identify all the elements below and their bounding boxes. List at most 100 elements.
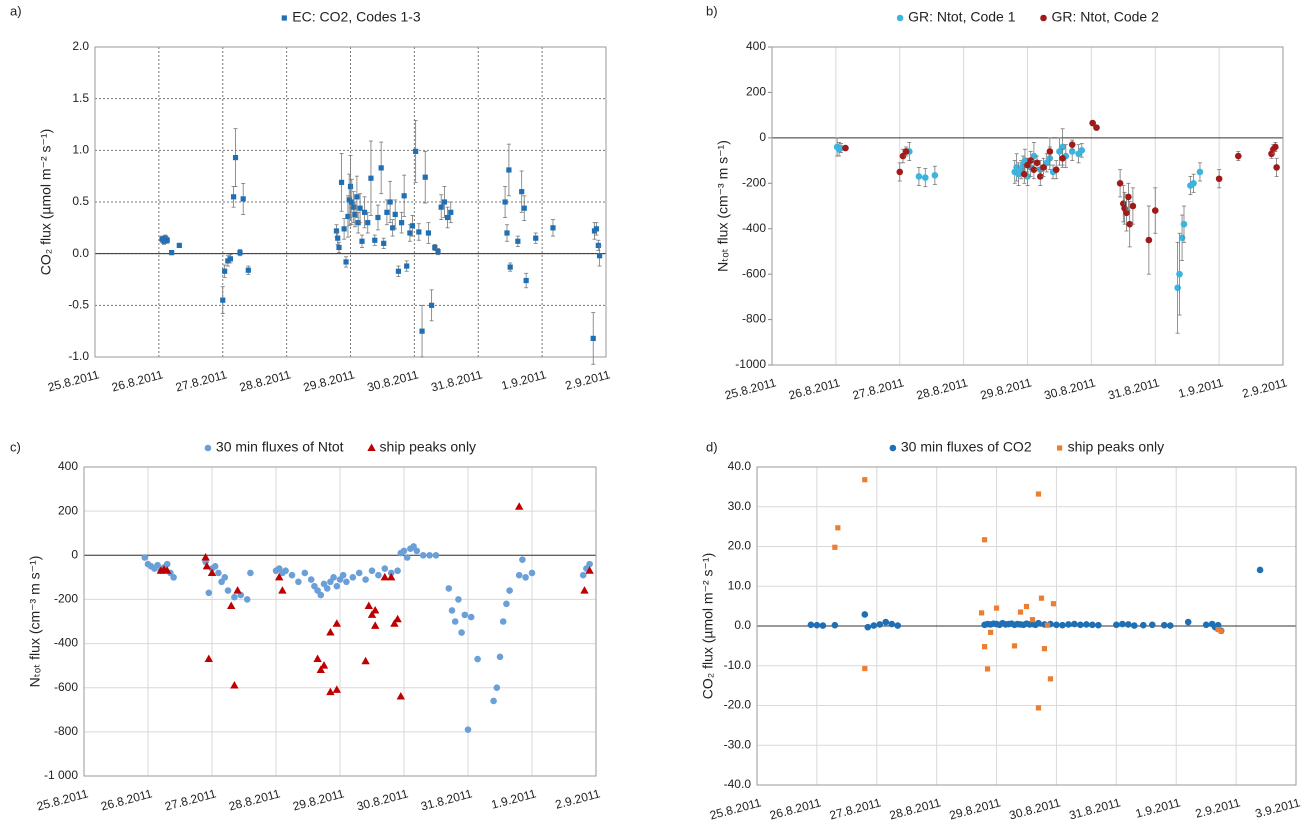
data-point — [831, 621, 839, 629]
data-point — [352, 211, 358, 217]
data-point — [448, 607, 456, 614]
data-point — [141, 554, 149, 561]
data-point — [1145, 236, 1153, 244]
data-point — [1125, 193, 1132, 201]
data-point — [307, 576, 315, 583]
data-point — [319, 661, 329, 669]
data-point — [1123, 209, 1130, 217]
data-point — [519, 556, 526, 563]
y-axis-title: CO₂ flux (µmol m⁻² s⁻¹) — [38, 129, 54, 276]
data-point — [407, 230, 413, 236]
data-point — [832, 544, 838, 550]
data-point — [522, 574, 529, 581]
data-point — [317, 591, 325, 599]
data-point — [365, 220, 371, 226]
x-tick-label: 28.8.2011 — [915, 375, 970, 402]
y-tick-label: -200 — [54, 592, 78, 606]
data-point — [390, 225, 396, 231]
y-tick-label: -800 — [742, 312, 766, 326]
data-point — [993, 605, 1000, 611]
y-tick-label: 1.0 — [72, 143, 89, 157]
data-point — [1068, 141, 1076, 148]
data-point — [247, 569, 254, 577]
data-point — [515, 571, 523, 579]
y-tick-label: 0.5 — [72, 194, 89, 208]
data-point — [240, 196, 246, 202]
data-point — [515, 238, 521, 244]
data-point — [862, 665, 868, 672]
y-tick-label: 200 — [58, 503, 78, 517]
data-point — [416, 229, 422, 235]
data-point — [371, 621, 380, 629]
x-tick-label: 25.8.2011 — [46, 367, 101, 394]
data-point — [1068, 148, 1076, 155]
x-tick-label: 29.8.2011 — [979, 375, 1034, 402]
data-point — [1040, 164, 1047, 171]
data-point — [349, 574, 357, 581]
data-point — [506, 587, 513, 594]
data-point — [464, 726, 472, 733]
data-point — [1190, 179, 1197, 187]
data-point — [227, 256, 234, 262]
plot-frame — [83, 466, 597, 777]
data-point — [474, 655, 481, 663]
data-point — [381, 240, 387, 246]
data-point — [1040, 14, 1047, 22]
y-tick-label: 0.0 — [72, 246, 89, 260]
data-point — [1027, 157, 1034, 164]
y-tick-label: -400 — [742, 221, 766, 235]
data-point — [1011, 643, 1018, 649]
data-point — [882, 618, 890, 626]
y-tick-label: 0 — [71, 547, 78, 561]
y-axis-title: CO₂ flux (µmol m⁻² s⁻¹) — [700, 553, 716, 700]
data-point — [243, 596, 251, 603]
x-tick-label: 26.8.2011 — [768, 795, 823, 822]
data-point — [864, 623, 872, 631]
data-point — [394, 567, 401, 575]
data-point — [204, 444, 212, 452]
y-tick-label: 1.5 — [72, 91, 89, 105]
data-point — [230, 681, 239, 689]
data-point — [580, 586, 589, 594]
legend-label: GR: Ntot, Code 1 — [908, 9, 1016, 25]
y-tick-label: 400 — [58, 459, 78, 473]
y-tick-label: -200 — [742, 175, 766, 189]
data-point — [313, 654, 322, 663]
data-point — [894, 622, 902, 629]
data-point — [345, 213, 351, 220]
chart-panel: 25.8.2011 26.8.2011 27.8.2011 28.8.2011 29.8… — [706, 3, 1289, 402]
data-point — [169, 250, 175, 256]
plot-frame — [94, 46, 607, 358]
data-point — [981, 537, 988, 543]
data-point — [528, 569, 536, 577]
data-point — [362, 576, 369, 583]
y-tick-label: 20.0 — [728, 539, 752, 553]
x-tick-label: 1.9.2011 — [500, 367, 548, 392]
y-axis-title: Nₜₒₜ flux (cm⁻³ m s⁻¹) — [715, 140, 731, 272]
legend-item: 30 min fluxes of Ntot — [204, 439, 344, 455]
data-point — [1071, 620, 1078, 628]
data-point — [163, 566, 172, 574]
y-tick-label: -10.0 — [724, 658, 752, 672]
legend-label: 30 min fluxes of Ntot — [216, 439, 344, 455]
data-point — [368, 567, 376, 575]
data-point — [207, 568, 217, 576]
data-point — [445, 585, 453, 592]
data-point — [237, 250, 243, 256]
data-point — [211, 563, 219, 570]
x-tick-label: 2.9.2011 — [1194, 795, 1242, 820]
data-point — [1202, 621, 1210, 629]
data-point — [429, 302, 435, 308]
data-point — [413, 148, 419, 154]
data-point — [502, 199, 508, 205]
y-tick-label: 0.0 — [734, 618, 751, 632]
legend-label: 30 min fluxes of CO2 — [901, 439, 1032, 455]
data-point — [1035, 619, 1042, 627]
data-point — [231, 194, 237, 200]
legend-item: GR: Ntot, Code 2 — [1040, 9, 1159, 25]
x-tick-label: 1.9.2011 — [1134, 795, 1182, 820]
data-point — [1059, 155, 1066, 162]
legend: 30 min fluxes of CO2 ship peaks only — [889, 439, 1164, 455]
x-tick-label: 25.8.2011 — [723, 375, 778, 402]
x-tick-label: 27.8.2011 — [163, 786, 218, 813]
